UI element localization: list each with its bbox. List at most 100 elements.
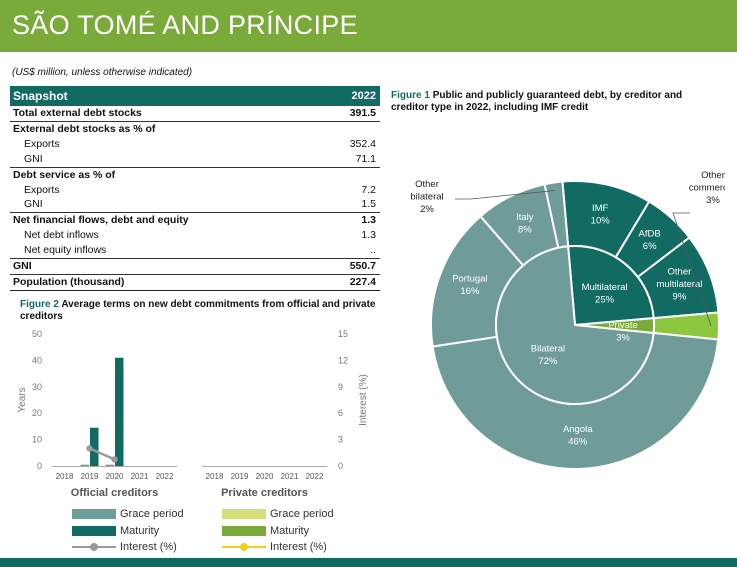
row-value: 227.4 [322,274,380,291]
table-row: GNI 1.5 [10,197,380,214]
row-value: 550.7 [322,258,380,275]
outer-slice-label-line: Angola [563,424,593,435]
y-axis-title: Years [17,387,28,412]
legend-item: Interest (%) [222,539,334,556]
legend-swatch [222,525,266,536]
x-tick-label: 2019 [81,472,99,481]
legend-label: Grace period [120,508,184,521]
row-label: External debt stocks as % of [13,122,156,135]
row-label: Exports [24,183,60,196]
snapshot-year: 2022 [322,86,380,106]
row-value: 7.2 [361,183,376,196]
table-row: GNI 71.1 [10,151,380,168]
row-value: .. [322,243,380,260]
table-row: Debt service as % of [10,167,380,182]
inner-slice-label-line: 3% [616,333,630,344]
legend-private: Grace period Maturity Interest (%) [222,506,334,556]
table-row: GNI 550.7 [10,258,380,275]
x-tick-label: 2021 [281,472,299,481]
y2-tick-label: 9 [338,382,343,392]
row-value: 1.3 [361,214,376,227]
legend-item: Maturity [222,523,334,540]
external-slice-label-line: Other [701,170,725,181]
country-banner: SÃO TOMÉ AND PRÍNCIPE [0,0,737,52]
outer-slice-label-line: Portugal [452,273,487,284]
outer-slice-label-line: 9% [673,291,687,302]
figure1-title: Figure 1 Public and publicly guaranteed … [391,90,711,114]
inner-slice-label-line: 25% [595,294,615,305]
x-tick-label: 2022 [156,472,174,481]
inner-slice [567,245,655,327]
interest-line [88,447,116,461]
table-row: Net financial flows, debt and equity 1.3 [10,213,380,228]
outer-slice-label-line: 8% [518,224,532,235]
figure2-number: Figure 2 [20,299,59,310]
outer-slice-label-line: 6% [643,241,657,252]
inner-slice [495,245,655,405]
x-tick-label: 2021 [131,472,149,481]
row-value: 352.4 [349,137,376,150]
group-label: Official creditors [71,487,158,499]
external-slice-label-line: 3% [706,195,720,206]
outer-slice-label: AfDB 6% [639,229,661,253]
figure1-number: Figure 1 [391,90,430,101]
table-row: Total external debt stocks 391.5 [10,106,380,122]
inner-slice-label-line: 72% [538,356,558,367]
outer-slice-label: Portugal 16% [452,273,487,297]
footer-band [0,558,737,567]
y-tick-label: 30 [32,382,42,392]
outer-slice-label-line: Other [668,266,692,277]
legend-label: Maturity [120,524,160,537]
row-label: GNI [10,197,323,214]
external-slice-label-line: bilateral [410,192,443,203]
table-row: Exports 352.4 [10,137,380,152]
legend-item: Grace period [72,506,184,523]
y-tick-label: 0 [37,461,42,471]
table-row: Net equity inflows.. [10,243,380,260]
x-tick-label: 2022 [306,472,324,481]
legend-label: Maturity [270,524,310,537]
legend-label: Interest (%) [120,541,177,554]
inner-slice-label: Bilateral 72% [531,344,565,368]
leader-line [672,212,712,327]
table-row: Population (thousand) 227.4 [10,274,380,291]
external-slice-label-line: commercial [689,183,725,194]
y2-tick-label: 15 [338,329,348,339]
outer-slice-label-line: 46% [568,436,588,447]
inner-slice-label-line: Private [608,320,638,331]
outer-slice-label: IMF 10% [591,203,611,227]
y-tick-label: 20 [32,408,42,418]
snapshot-header: Snapshot 2022 [10,86,380,106]
outer-slice-label-line: Italy [516,212,534,223]
legend-line [72,542,116,552]
legend-label: Grace period [270,508,334,521]
row-value [323,167,380,182]
external-slice-label: Other commercial3% [689,170,725,206]
figure2-title-text: Average terms on new debt commitments fr… [20,299,376,322]
x-tick-label: 2020 [106,472,124,481]
outer-slice-label-line: 10% [591,215,611,226]
outer-slice-label-line: multilateral [656,279,702,290]
y2-tick-label: 3 [338,435,343,445]
row-label: Net financial flows, debt and equity [13,214,189,227]
legend-label: Interest (%) [270,541,327,554]
outer-slice-label-line: 16% [460,286,480,297]
y2-tick-label: 6 [338,408,343,418]
figure1-donut-chart: Multilateral 25% Private 3% Bilateral 72% IMF 1… [410,170,725,470]
x-tick-label: 2019 [231,472,249,481]
table-row: Net debt inflows 1.3 [10,228,380,243]
figure2-chart: 0 10 20 30 40 50 0 3 6 9 12 15 Years Interest (%) 2018… [17,329,369,499]
row-label: Population (thousand) [10,274,323,291]
outer-slice-label: Angola 46% [563,424,593,448]
snapshot-title: Snapshot [10,86,323,106]
y-tick-label: 10 [32,435,42,445]
legend-swatch [72,509,116,520]
bar-grace-period [80,464,89,466]
legend-swatch [222,509,266,520]
inner-slice-label: Multilateral 25% [582,282,628,306]
y-tick-label: 50 [32,329,42,339]
bar-maturity [115,357,124,466]
legend-official: Grace period Maturity Interest (%) [72,506,184,556]
y2-tick-label: 12 [338,355,348,365]
interest-point [86,445,93,452]
